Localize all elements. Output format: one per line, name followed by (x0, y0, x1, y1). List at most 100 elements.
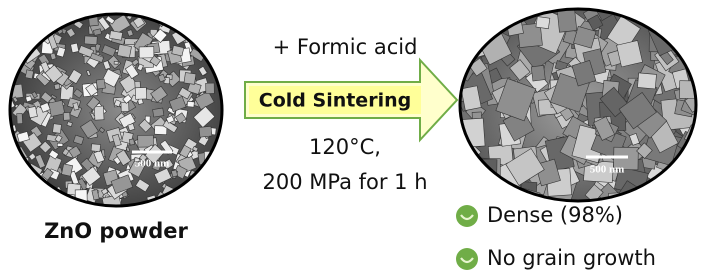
caption: ZnO powder (44, 219, 188, 243)
grain (695, 142, 703, 165)
grain (84, 36, 97, 45)
grain (452, 28, 471, 47)
grain (680, 186, 703, 225)
grain (109, 31, 122, 41)
grain (486, 180, 512, 205)
grain (186, 21, 193, 28)
grain (689, 199, 703, 222)
grain (36, 205, 50, 220)
grain (648, 201, 680, 232)
grain (57, 143, 63, 146)
grain (469, 188, 482, 203)
grain (625, 192, 651, 223)
grain (30, 32, 38, 40)
grain (32, 201, 40, 210)
condition: 200 MPa for 1 h (262, 170, 427, 194)
condition: 120°C, (309, 135, 381, 159)
grain (173, 15, 183, 23)
grain (166, 204, 177, 216)
grain (38, 186, 47, 196)
grain (54, 84, 60, 90)
grain (484, 13, 505, 33)
grain (4, 40, 26, 61)
grain (689, 193, 703, 210)
grain (135, 87, 146, 99)
grain (14, 180, 21, 187)
grain (121, 102, 129, 111)
grain (199, 18, 206, 29)
result: Dense (98%) (487, 203, 623, 227)
grain (617, 40, 643, 66)
grain (17, 113, 23, 123)
grain (676, 8, 700, 32)
grain (71, 43, 79, 53)
grain (94, 106, 104, 120)
grain (187, 200, 197, 209)
grain (456, 31, 471, 49)
grain (44, 199, 58, 212)
grain (474, 196, 488, 209)
scale-label: 500 nm (135, 158, 170, 170)
bullet-icon (456, 205, 478, 227)
grain (469, 18, 490, 40)
grain (196, 15, 207, 30)
grain (179, 14, 192, 25)
grain (181, 202, 192, 213)
grain (91, 144, 101, 152)
grain (135, 81, 141, 88)
grain (680, 161, 703, 193)
grain (69, 201, 77, 208)
scale-label: 500 nm (590, 164, 625, 176)
grain (5, 21, 22, 37)
grain (187, 101, 194, 107)
grain (683, 173, 703, 197)
grain (557, 8, 577, 32)
grain (50, 14, 64, 27)
grain (431, 173, 468, 209)
grain (23, 22, 41, 40)
grain (136, 203, 152, 219)
grain (129, 139, 134, 145)
grain (664, 187, 698, 222)
grain (7, 37, 16, 46)
grain (153, 108, 164, 117)
grain (193, 184, 211, 203)
grain (63, 112, 70, 120)
grain (30, 20, 36, 26)
sem-image-powder (0, 0, 240, 224)
grain (14, 38, 31, 54)
grain (96, 79, 105, 89)
grain (26, 23, 37, 35)
grain (62, 164, 73, 176)
grain (9, 169, 16, 177)
grain (199, 126, 212, 137)
reagent: + Formic acid (273, 35, 418, 59)
grain (654, 192, 669, 206)
grain (463, 171, 477, 186)
grain (49, 100, 65, 116)
grain (459, 158, 482, 181)
grain (645, 200, 677, 231)
grain (215, 57, 224, 66)
grain (180, 202, 191, 209)
grain (536, 16, 550, 28)
grain (23, 191, 42, 210)
grain (214, 176, 228, 190)
grain (672, 195, 689, 213)
grain (430, 18, 475, 61)
grain (23, 35, 36, 44)
grain (454, 156, 479, 181)
grain (206, 83, 215, 94)
grain (164, 206, 169, 211)
grain (20, 17, 33, 26)
grain (184, 199, 196, 211)
result: No grain growth (487, 246, 656, 270)
grain (15, 44, 23, 53)
grain (191, 181, 198, 189)
grain (26, 96, 32, 102)
grain (205, 19, 217, 30)
grain (53, 124, 62, 134)
grain (208, 191, 217, 200)
grain (42, 201, 55, 213)
grain (184, 73, 196, 85)
